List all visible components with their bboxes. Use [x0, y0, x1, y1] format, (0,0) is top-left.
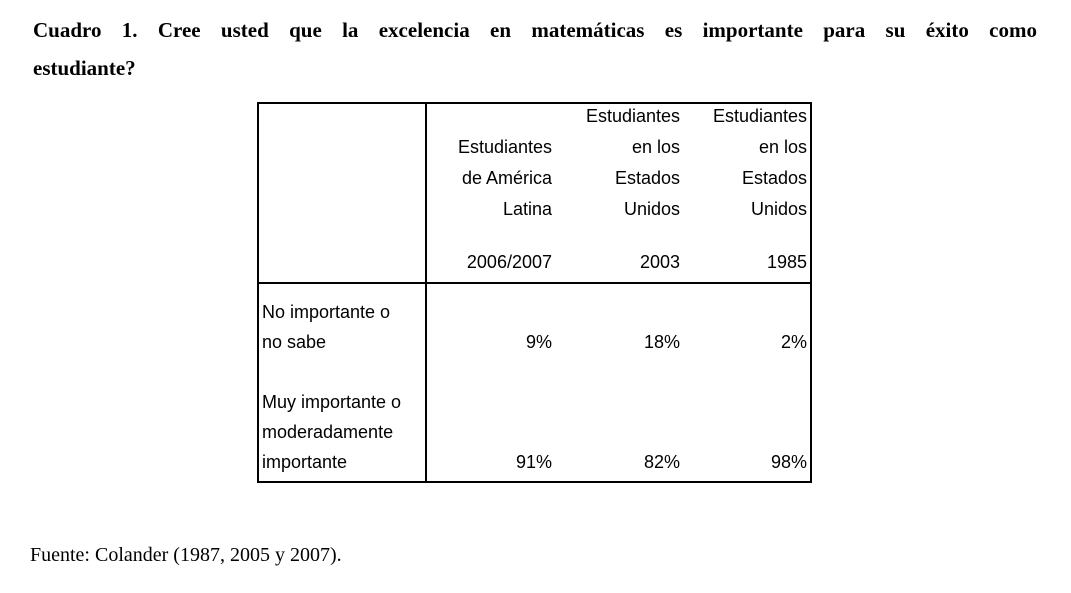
value-not-important-us-2003: 18% [643, 332, 680, 352]
header-cell-us-2003: Estudiantes en los Estados Unidos 2003 [555, 104, 683, 282]
header-cell-empty [259, 104, 427, 282]
header-cell-us-1985: Estudiantes en los Estados Unidos 1985 [683, 104, 810, 282]
data-table: Estudiantes de América Latina 2006/2007 … [257, 102, 812, 483]
table-header-row: Estudiantes de América Latina 2006/2007 … [259, 104, 810, 284]
table-caption: Cuadro 1. Cree usted que la excelencia e… [33, 11, 1037, 87]
source-note: Fuente: Colander (1987, 2005 y 2007). [30, 544, 342, 566]
row-label-not-important: No importante o no sabe [262, 302, 391, 352]
value-not-important-us-1985: 2% [780, 332, 807, 352]
header-label-us-1985: Estudiantes en los Estados Unidos [712, 106, 807, 219]
row-label-very-important: Muy importante o moderadamente important… [262, 392, 402, 472]
header-year-us-2003: 2003 [639, 252, 680, 272]
caption-line-1: Cuadro 1. Cree usted que la excelencia e… [33, 18, 1037, 42]
header-cell-latin-america: Estudiantes de América Latina 2006/2007 [427, 104, 555, 282]
table-body: No importante o no sabe 9% 18% 2% Muy im… [259, 297, 810, 477]
value-very-important-us-2003: 82% [643, 452, 680, 472]
value-not-important-latam: 9% [525, 332, 552, 352]
header-year-latin-america: 2006/2007 [466, 252, 552, 272]
header-label-latin-america: Estudiantes de América Latina [457, 137, 552, 219]
value-very-important-us-1985: 98% [770, 452, 807, 472]
header-label-us-2003: Estudiantes en los Estados Unidos [585, 106, 680, 219]
table-row-not-important: No importante o no sabe 9% 18% 2% [259, 297, 810, 357]
value-very-important-latam: 91% [515, 452, 552, 472]
column-divider-line [425, 104, 427, 481]
table-row-very-important: Muy importante o moderadamente important… [259, 387, 810, 477]
caption-line-2: estudiante? [33, 56, 136, 80]
header-year-us-1985: 1985 [766, 252, 807, 272]
